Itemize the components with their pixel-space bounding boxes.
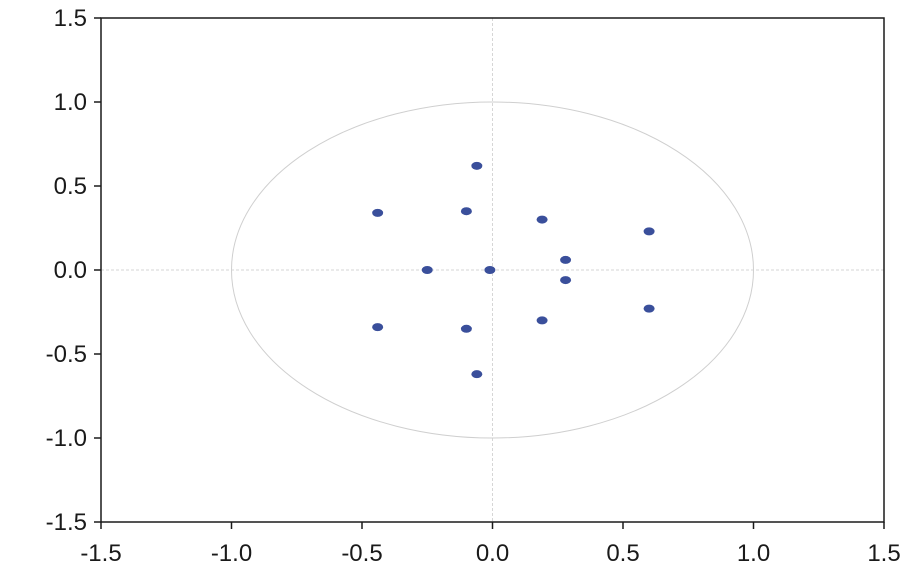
- data-point: [460, 324, 472, 333]
- x-tick-label: -1.5: [80, 540, 121, 567]
- data-point: [536, 316, 548, 325]
- y-tick-label: -1.0: [46, 425, 87, 452]
- y-tick-label: 0.0: [54, 257, 87, 284]
- data-point: [536, 215, 548, 224]
- x-tick-label: 0.5: [606, 540, 639, 567]
- data-point: [560, 255, 572, 264]
- data-point: [421, 266, 433, 274]
- data-point: [560, 276, 572, 285]
- y-tick-label: -0.5: [46, 341, 87, 368]
- x-tick-label: 0.0: [476, 540, 509, 567]
- x-tick-label: -0.5: [341, 540, 382, 567]
- data-point: [471, 161, 483, 170]
- data-point: [471, 370, 483, 379]
- data-point: [484, 266, 496, 274]
- y-tick-label: 0.5: [54, 173, 87, 200]
- ticks-layer: [94, 17, 885, 529]
- y-tick-label: 1.5: [54, 5, 87, 32]
- unit-circle: [231, 101, 754, 439]
- data-point: [372, 323, 384, 332]
- data-point: [643, 304, 655, 313]
- y-tick-label: -1.5: [46, 509, 87, 536]
- y-tick-label: 1.0: [54, 89, 87, 116]
- x-tick-label: 1.0: [737, 540, 770, 567]
- data-point: [643, 227, 655, 236]
- x-tick-label: 1.5: [867, 540, 900, 567]
- x-tick-label: -1.0: [211, 540, 252, 567]
- data-point: [372, 208, 384, 217]
- tick-labels-layer: -1.5 -1.0 -0.5 0.0 0.5 1.0 1.5 -1.5 -1.0 -0.5 0.0 0…: [46, 5, 901, 567]
- data-point: [460, 207, 472, 216]
- points-layer: [372, 161, 655, 379]
